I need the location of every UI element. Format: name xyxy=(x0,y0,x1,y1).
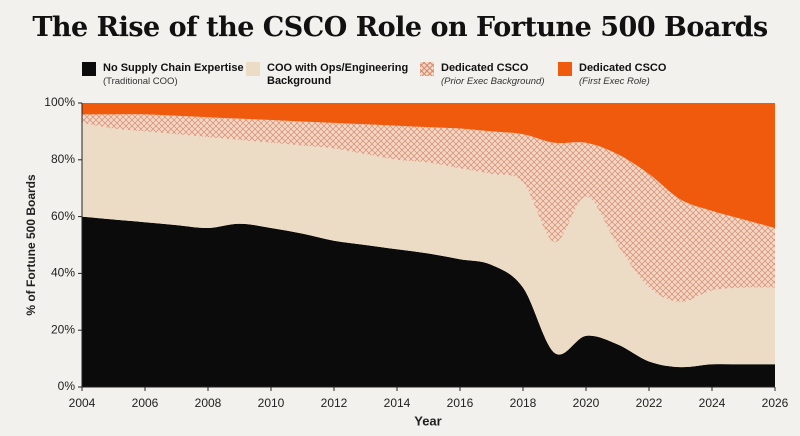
x-tick-label: 2026 xyxy=(762,396,789,410)
legend-note: (Prior Exec Background) xyxy=(441,76,545,87)
x-tick-label: 2014 xyxy=(384,396,411,410)
legend-text: Dedicated CSCO (First Exec Role) xyxy=(579,62,666,88)
x-tick-label: 2008 xyxy=(195,396,222,410)
x-tick-label: 2006 xyxy=(132,396,159,410)
x-tick-label: 2012 xyxy=(321,396,348,410)
x-tick-label: 2018 xyxy=(510,396,537,410)
x-tick-label: 2004 xyxy=(69,396,96,410)
legend-text: COO with Ops/Engineering Background xyxy=(267,62,411,88)
legend-label: COO with Ops/Engineering Background xyxy=(267,62,409,87)
legend-text: No Supply Chain Expertise (Traditional CO… xyxy=(103,62,244,88)
x-tick-label: 2022 xyxy=(636,396,663,410)
y-tick-label: 0% xyxy=(58,379,76,393)
y-tick-label: 100% xyxy=(44,95,75,109)
legend-text: Dedicated CSCO (Prior Exec Background) xyxy=(441,62,544,88)
legend-label: Dedicated CSCO xyxy=(579,62,667,74)
legend-swatch xyxy=(82,62,96,76)
chart-title: The Rise of the CSCO Role on Fortune 500… xyxy=(32,12,768,43)
x-axis-label: Year xyxy=(414,413,441,428)
y-tick-label: 20% xyxy=(51,322,75,336)
area xyxy=(82,103,775,228)
y-tick-label: 40% xyxy=(51,266,75,280)
legend-item: Dedicated CSCO (First Exec Role) xyxy=(558,62,666,88)
legend-label: Dedicated CSCO xyxy=(441,62,529,74)
y-axis-label: % of Fortune 500 Boards xyxy=(24,174,38,316)
legend-swatch xyxy=(420,62,434,76)
x-tick-label: 2010 xyxy=(258,396,285,410)
legend-note: (Traditional COO) xyxy=(103,76,178,87)
y-tick-label: 60% xyxy=(51,209,75,223)
legend-swatch xyxy=(558,62,572,76)
legend-label: No Supply Chain Expertise xyxy=(103,62,244,74)
legend-item: COO with Ops/Engineering Background xyxy=(246,62,411,88)
area xyxy=(82,216,775,387)
x-tick-label: 2016 xyxy=(447,396,474,410)
y-tick-label: 80% xyxy=(51,152,75,166)
x-tick-label: 2020 xyxy=(573,396,600,410)
legend-item: Dedicated CSCO (Prior Exec Background) xyxy=(420,62,544,88)
legend-swatch xyxy=(246,62,260,76)
x-tick-label: 2024 xyxy=(699,396,726,410)
area xyxy=(82,114,775,302)
area xyxy=(82,122,775,368)
legend-item: No Supply Chain Expertise (Traditional CO… xyxy=(82,62,244,88)
legend-note: (First Exec Role) xyxy=(579,76,650,87)
